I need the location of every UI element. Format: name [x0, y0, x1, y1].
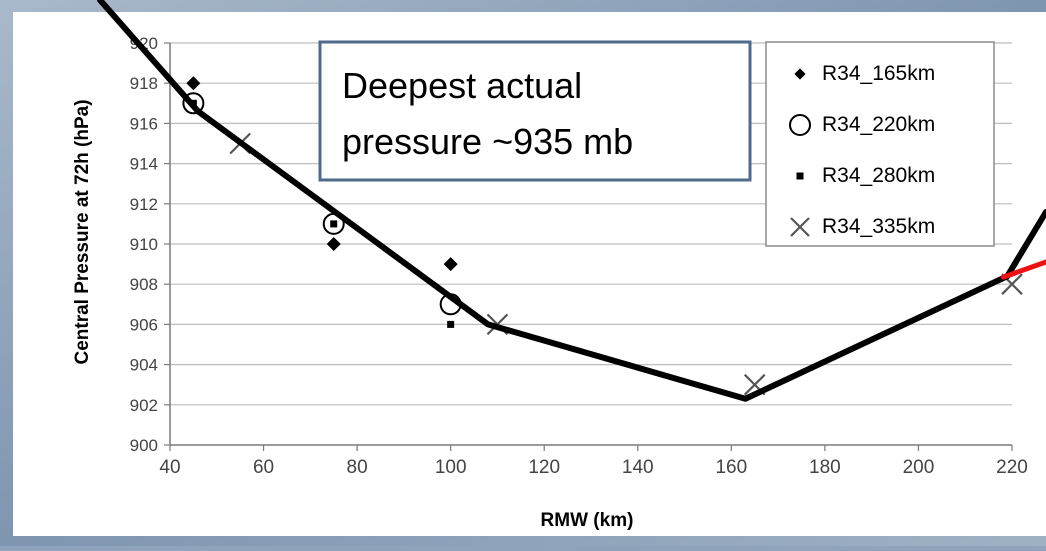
x-tick-label: 160 [715, 457, 747, 478]
annotation-line-2: pressure ~935 mb [342, 121, 633, 162]
x-tick-label: 120 [528, 457, 560, 478]
legend-label-r34-165km: R34_165km [822, 62, 935, 85]
trend-layer [195, 108, 1011, 402]
x-tick-label: 200 [903, 457, 935, 478]
legend-marker-r34-280km [796, 172, 804, 180]
x-tick-label: 140 [622, 457, 654, 478]
data-point-r34-165km [326, 237, 341, 251]
x-tick-label: 180 [809, 457, 841, 478]
legend-marker-r34-165km [794, 68, 806, 80]
legend-label-r34-335km: R34_335km [822, 215, 935, 238]
y-tick-label: 906 [130, 315, 158, 334]
x-tick-label: 100 [435, 457, 467, 478]
square-mark [796, 172, 804, 180]
y-tick-label: 914 [130, 155, 158, 174]
x-mark-b [790, 217, 810, 237]
x-tick-label: 80 [347, 457, 368, 478]
data-point-r34-280km [330, 220, 338, 228]
y-tick-label: 902 [130, 396, 158, 415]
x-tick-label: 60 [253, 457, 274, 478]
legend-label-r34-220km: R34_220km [822, 113, 935, 136]
y-tick-label: 904 [130, 356, 158, 375]
annotation-line-1: Deepest actual [342, 65, 582, 106]
y-tick-label: 908 [130, 275, 158, 294]
data-point-r34-280km [447, 320, 455, 328]
x-axis-label: RMW (km) [541, 510, 634, 531]
legend-marker-r34-220km [789, 114, 811, 136]
data-point-r34-165km [186, 76, 201, 91]
y-tick-label: 912 [130, 195, 158, 214]
diamond-mark [326, 237, 341, 251]
y-axis-label: Central Pressure at 72h (hPa) [72, 99, 93, 364]
data-point-r34-165km [443, 257, 458, 272]
annotation-box: Deepest actual pressure ~935 mb [318, 40, 752, 182]
diamond-mark [794, 68, 806, 80]
red-line-right [1000, 259, 1046, 280]
legend-marker-r34-335km [790, 217, 810, 237]
diamond-mark [443, 257, 458, 272]
y-tick-label: 918 [130, 74, 158, 93]
x-mark-b [1001, 273, 1023, 295]
legend-items: R34_165km R34_220km R34_280km R34_335km [789, 62, 935, 238]
y-tick-label: 900 [130, 436, 158, 455]
square-mark [447, 320, 455, 328]
y-tick-label: 916 [130, 114, 158, 133]
x-tick-label: 220 [996, 457, 1028, 478]
circle-mark [182, 92, 205, 115]
trend-line-upper-right [1004, 209, 1046, 280]
square-mark [330, 220, 338, 228]
y-tick-label: 910 [130, 235, 158, 254]
annotation-border [318, 40, 752, 182]
legend-label-r34-280km: R34_280km [822, 164, 935, 187]
trend-line-upper-left [97, 0, 202, 115]
circle-mark [789, 114, 811, 136]
diamond-mark [186, 76, 201, 91]
overlay-layer [97, 0, 1046, 280]
x-mark-b [743, 373, 766, 396]
legend: R34_165km R34_220km R34_280km R34_335km [765, 41, 995, 247]
trend-line [195, 108, 1011, 402]
data-point-r34-220km [182, 92, 205, 115]
legend-box [765, 41, 995, 247]
x-tick-label: 40 [159, 457, 180, 478]
